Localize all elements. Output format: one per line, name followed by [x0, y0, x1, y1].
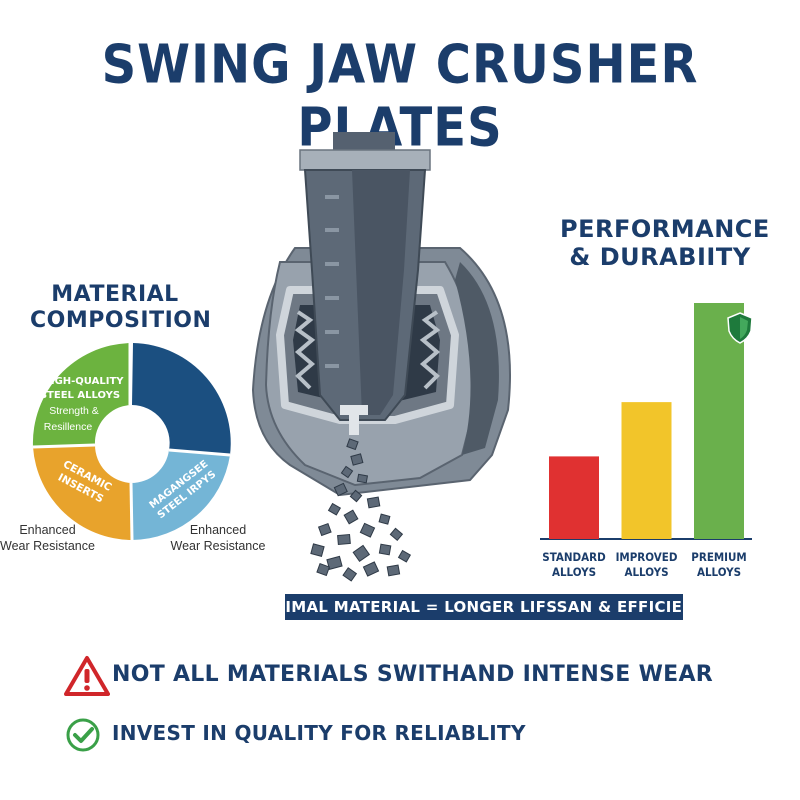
donut-segment-blue: [132, 343, 231, 455]
performance-heading: PERFORMANCE & DURABIITY: [560, 215, 770, 272]
bar-label-2-line1: PREMIUM: [691, 550, 747, 564]
bar-label-0: STANDARD ALLOYS: [534, 550, 614, 580]
check-icon: [66, 718, 100, 752]
segment-steel-line1: HIGH-QUALITY: [42, 376, 124, 387]
swing-jaw-teeth: [419, 310, 441, 390]
discharge-block: [340, 405, 368, 415]
performance-heading-line1: PERFORMANCE: [560, 215, 770, 243]
bar-label-1-line1: IMPROVED: [615, 550, 678, 564]
donut-segment-ceramic: [33, 445, 132, 540]
optimal-material-banner: OPTIMAL MATERIAL = LONGER LIFSSAN & EFFI…: [250, 594, 717, 620]
bar-label-0-line2: ALLOYS: [551, 564, 597, 579]
material-composition-heading: MATERIAL COMPOSITION: [30, 282, 212, 334]
note-right-line2: Wear Resistance: [170, 539, 266, 554]
note-left: Enhanced Wear Resistance: [0, 522, 95, 555]
bar-standard-alloys: [549, 456, 599, 539]
bar-label-2-line2: ALLOYS: [696, 564, 742, 579]
warning-statement: NOT ALL MATERIALS SWITHAND INTENSE WEAR: [112, 662, 714, 687]
bar-premium-alloys: [694, 303, 744, 539]
bar-label-2: PREMIUM ALLOYS: [679, 550, 759, 580]
donut-segment-steel-alloys: [32, 343, 130, 447]
bar-label-1-line2: ALLOYS: [624, 564, 669, 579]
segment-steel-line3: Strength &: [49, 405, 99, 417]
note-right: Enhanced Wear Resistance: [168, 522, 268, 555]
note-left-line2: Wear Resistance: [0, 539, 95, 554]
segment-steel-line4: Resillence: [44, 421, 93, 433]
page-title: SWING JAW CRUSHER PLATES: [101, 33, 699, 159]
warning-icon: [64, 656, 110, 696]
bar-label-1: IMPROVED ALLOYS: [607, 550, 687, 580]
material-heading-line1: MATERIAL: [51, 282, 179, 307]
note-right-line1: Enhanced: [189, 523, 247, 537]
crusher-top-block: [333, 132, 395, 154]
bar-label-0-line1: STANDARD: [542, 550, 606, 564]
note-left-line1: Enhanced: [19, 523, 76, 537]
crusher-right-side: [455, 262, 499, 455]
bar-improved-alloys: [621, 402, 672, 539]
column-ribs: [325, 195, 339, 368]
donut-segment-manganese: [131, 450, 230, 540]
shield-icon: [727, 312, 753, 344]
segment-steel-line2: STEEL ALLOYS: [40, 390, 120, 401]
check-statement: INVEST IN QUALITY FOR RELIABLITY: [112, 721, 526, 745]
material-heading-line2: COMPOSITION: [30, 307, 212, 333]
performance-heading-line2: & DURABIITY: [569, 243, 751, 272]
crushed-rock-particles: [310, 438, 412, 582]
fixed-jaw-teeth: [294, 310, 316, 390]
